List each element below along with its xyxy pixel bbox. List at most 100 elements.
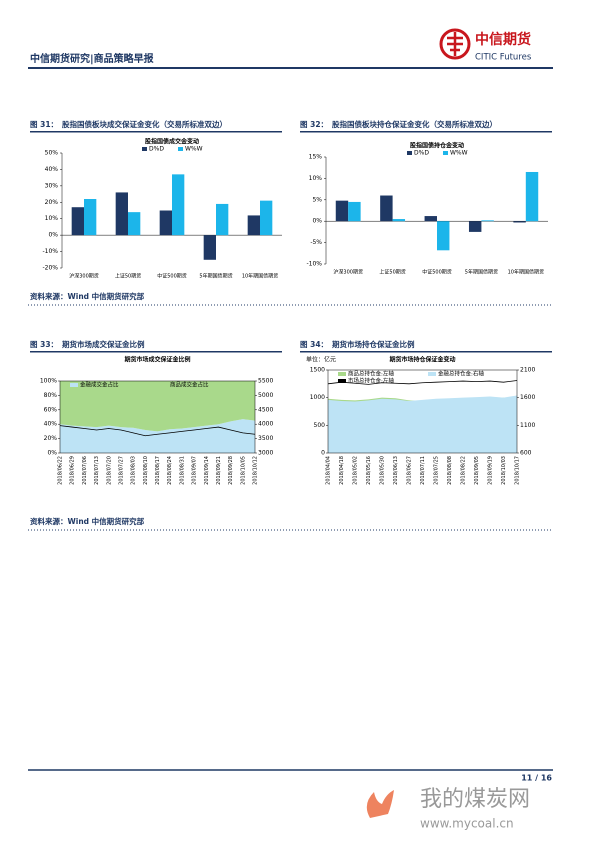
page-number: 11 / 16: [521, 774, 552, 783]
legend-swatch: [443, 151, 448, 155]
legend-label: D%D: [149, 146, 164, 153]
watermark-url: www.mycoal.cn: [420, 817, 514, 831]
tick-label: 5500: [258, 378, 273, 385]
x-tick-label: 2018/07/11: [420, 456, 426, 485]
tick-label: 500: [314, 422, 326, 429]
bar: [468, 221, 482, 232]
x-tick-label: 2018/07/20: [106, 456, 112, 485]
bar: [392, 219, 406, 222]
legend-label: W%W: [450, 150, 468, 157]
x-tick-label: 2018/06/13: [393, 456, 399, 485]
tick-label: 1100: [520, 422, 535, 429]
x-tick-label: 2018/08/22: [461, 456, 467, 485]
legend-label: D%D: [414, 150, 429, 157]
figure-label: 图 32：: [300, 120, 328, 129]
x-tick-label: 2018/07/25: [434, 456, 440, 485]
legend-label: 金融总持仓金:右轴: [438, 370, 484, 378]
x-tick-label: 2018/08/31: [179, 456, 185, 485]
tick-label: 30%: [45, 182, 59, 189]
bar: [203, 235, 216, 260]
x-tick-label: 2018/08/17: [155, 456, 161, 485]
x-tick-label: 2018/06/27: [407, 456, 413, 485]
tick-label: 4500: [258, 406, 273, 413]
bar: [216, 203, 229, 236]
bar: [437, 221, 450, 251]
legend-swatch: [428, 372, 436, 376]
x-tick-label: 2018/10/12: [253, 456, 259, 485]
tick-label: 10%: [45, 215, 59, 222]
legend-label: 市场总持仓金:左轴: [348, 377, 394, 385]
x-tick-label: 2018/10/17: [515, 456, 521, 485]
x-tick-label: 5年期国债期货: [199, 273, 232, 280]
x-tick-label: 10年期国债期货: [508, 269, 544, 276]
figure-label: 图 33：: [30, 340, 58, 349]
figure-caption: 期货市场成交保证金比例: [62, 339, 145, 349]
x-tick-label: 5年期国债期货: [465, 269, 498, 276]
plot-frame: [59, 380, 256, 454]
bar: [159, 210, 172, 236]
tick-label: 3500: [258, 435, 273, 442]
bar: [348, 201, 361, 222]
legend-label: W%W: [185, 146, 203, 153]
bar: [513, 221, 526, 223]
tick-label: 1000: [310, 394, 325, 401]
tick-label: 60%: [44, 406, 58, 413]
tick-label: 5000: [258, 392, 273, 399]
legend-swatch: [407, 151, 412, 155]
watermark-flame: [366, 790, 394, 818]
tick-label: 0%: [312, 218, 322, 225]
x-tick-label: 上证50期货: [115, 273, 141, 280]
tick-label: 2100: [520, 367, 535, 374]
legend-swatch: [160, 383, 168, 387]
x-tick-label: 沪深300期货: [69, 273, 99, 280]
x-tick-label: 2018/05/16: [366, 456, 372, 485]
chart-title: 期货市场成交保证金比例: [123, 356, 190, 364]
caption-rule: [300, 351, 552, 353]
tick-label: 0: [321, 450, 325, 457]
tick-label: 1600: [520, 394, 535, 401]
watermark-cn: 我的煤炭网: [420, 787, 530, 812]
line: [59, 425, 256, 437]
logo-en: CITIC Futures: [475, 53, 532, 63]
bar: [424, 216, 437, 222]
plot-frame: [327, 369, 518, 454]
tick-label: -10%: [42, 248, 58, 255]
x-tick-label: 2018/09/19: [488, 456, 494, 485]
tick-label: 20%: [45, 199, 59, 206]
area: [60, 381, 255, 432]
figure-caption: 股指国债板块持仓保证金变化（交易所标准双边）: [332, 119, 497, 129]
legend-swatch: [338, 372, 346, 376]
caption-rule: [300, 131, 552, 133]
chart-title: 股指国债持仓金变动: [410, 142, 464, 150]
x-tick-label: 2018/08/03: [131, 456, 137, 485]
x-tick-label: 2018/09/14: [204, 456, 210, 485]
bar: [247, 215, 260, 236]
bar: [525, 171, 539, 222]
figure-label: 图 34：: [300, 340, 328, 349]
x-tick-label: 上证50期货: [379, 269, 405, 276]
x-tick-label: 2018/08/10: [143, 456, 149, 485]
legend-label: 商品成交金占比: [170, 381, 209, 389]
tick-label: 0%: [47, 450, 57, 457]
x-tick-label: 2018/04/04: [326, 456, 332, 485]
legend-label: 商品总持仓金:左轴: [348, 370, 394, 378]
bar: [380, 195, 393, 222]
x-tick-label: 2018/09/21: [216, 456, 222, 485]
x-tick-label: 2018/07/13: [94, 456, 100, 485]
tick-label: -10%: [306, 261, 322, 268]
tick-label: 0%: [48, 232, 58, 239]
tick-label: 600: [520, 450, 532, 457]
tick-label: 1500: [310, 367, 325, 374]
figure-label: 图 31：: [30, 120, 58, 129]
bar: [260, 200, 273, 236]
bar: [128, 212, 141, 236]
legend-label: 金融成交金占比: [80, 381, 119, 389]
tick-label: -20%: [42, 265, 58, 272]
area: [60, 419, 255, 453]
x-tick-label: 2018/08/08: [447, 456, 453, 485]
tick-label: 5%: [312, 196, 322, 203]
bar: [115, 192, 128, 236]
x-tick-label: 2018/07/06: [82, 456, 88, 485]
legend-swatch: [70, 383, 78, 387]
bar: [71, 207, 84, 236]
